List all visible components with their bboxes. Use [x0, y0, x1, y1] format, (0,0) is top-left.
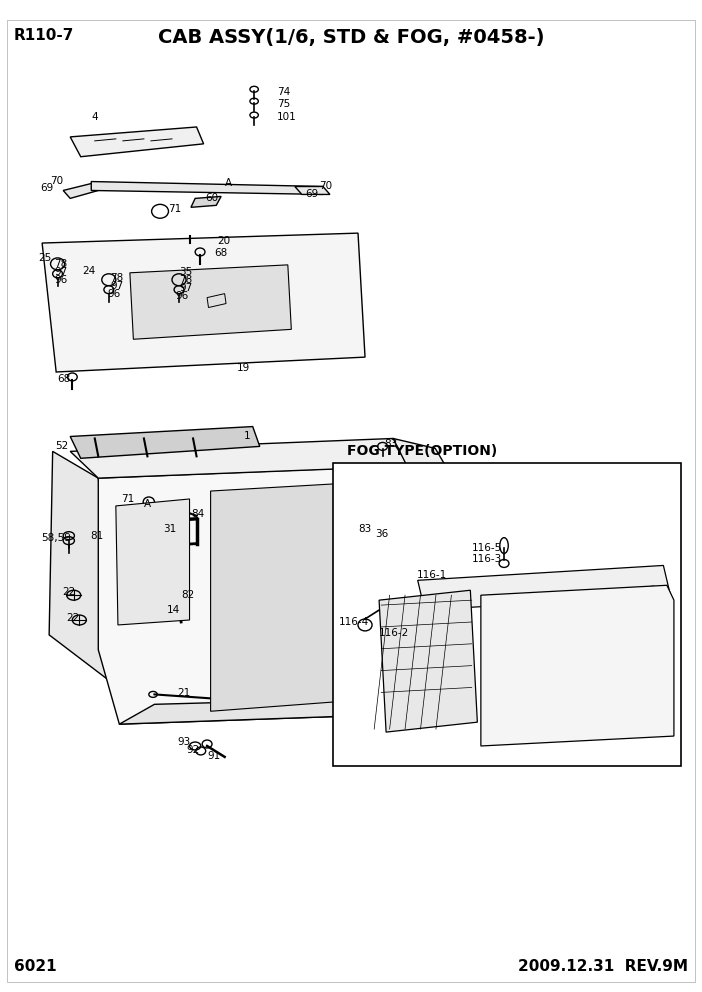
- Text: 91: 91: [207, 751, 220, 761]
- Text: 70: 70: [51, 176, 64, 186]
- Text: 24: 24: [82, 266, 95, 276]
- Text: 71: 71: [168, 204, 182, 214]
- Text: CAB ASSY(1/6, STD & FOG, #0458-): CAB ASSY(1/6, STD & FOG, #0458-): [158, 28, 544, 47]
- Text: 83: 83: [385, 439, 398, 449]
- Polygon shape: [98, 466, 400, 724]
- Text: 31: 31: [164, 524, 177, 534]
- Text: A: A: [225, 178, 232, 187]
- Polygon shape: [42, 233, 365, 372]
- Text: 19: 19: [237, 363, 251, 373]
- Text: 58,59: 58,59: [41, 533, 72, 543]
- Text: 92: 92: [186, 745, 199, 755]
- Text: FOG TYPE(OPTION): FOG TYPE(OPTION): [347, 444, 498, 458]
- Text: 36: 36: [376, 529, 389, 539]
- Text: 4: 4: [91, 112, 98, 122]
- Polygon shape: [191, 196, 221, 207]
- Polygon shape: [130, 265, 291, 339]
- Text: 78: 78: [179, 275, 192, 285]
- Text: 22: 22: [62, 587, 75, 597]
- Text: 97: 97: [54, 267, 67, 277]
- Text: 68: 68: [58, 374, 71, 384]
- Text: 116-4: 116-4: [339, 617, 369, 627]
- Polygon shape: [404, 476, 439, 635]
- Text: 84: 84: [192, 509, 205, 519]
- Text: 96: 96: [107, 289, 121, 299]
- Text: 70: 70: [319, 182, 333, 191]
- Polygon shape: [70, 438, 407, 478]
- Text: 2009.12.31  REV.9M: 2009.12.31 REV.9M: [518, 959, 688, 974]
- Text: 71: 71: [121, 494, 134, 504]
- Text: 97: 97: [179, 283, 192, 293]
- Text: 116-1: 116-1: [417, 570, 447, 580]
- Text: 21: 21: [177, 688, 190, 698]
- Polygon shape: [70, 427, 260, 458]
- Text: 78: 78: [54, 259, 67, 269]
- Polygon shape: [119, 696, 446, 724]
- Text: 69: 69: [305, 189, 319, 199]
- Text: 1: 1: [244, 432, 251, 441]
- Text: R110-7: R110-7: [14, 28, 74, 43]
- Text: 14: 14: [167, 605, 180, 615]
- Text: 52: 52: [55, 441, 68, 451]
- Text: 116-2: 116-2: [379, 628, 409, 638]
- Text: 69: 69: [40, 184, 53, 193]
- Text: 96: 96: [54, 275, 67, 285]
- Text: A: A: [144, 499, 151, 509]
- Text: 22: 22: [67, 613, 80, 623]
- Text: 25: 25: [39, 253, 52, 263]
- Text: 101: 101: [277, 112, 297, 122]
- Text: 6021: 6021: [14, 959, 57, 974]
- Text: 93: 93: [178, 737, 191, 747]
- Polygon shape: [379, 590, 477, 732]
- Text: 81: 81: [90, 531, 103, 541]
- Polygon shape: [49, 451, 154, 704]
- Text: 83: 83: [358, 524, 371, 534]
- Text: 82: 82: [181, 590, 194, 600]
- Polygon shape: [63, 184, 98, 198]
- Polygon shape: [116, 499, 190, 625]
- Text: 68: 68: [214, 248, 227, 258]
- Polygon shape: [211, 482, 369, 711]
- Text: 97: 97: [110, 281, 124, 291]
- Polygon shape: [91, 182, 323, 194]
- Text: 78: 78: [110, 273, 124, 283]
- Text: 116-3: 116-3: [472, 555, 502, 564]
- Text: 20: 20: [218, 236, 231, 246]
- Polygon shape: [393, 438, 446, 714]
- Text: 116-5: 116-5: [472, 543, 502, 553]
- Bar: [333, 463, 681, 766]
- Text: 60: 60: [205, 193, 218, 203]
- Text: 35: 35: [179, 267, 192, 277]
- Polygon shape: [295, 186, 330, 194]
- Text: 74: 74: [277, 87, 291, 97]
- Text: 96: 96: [176, 291, 189, 301]
- Polygon shape: [418, 565, 670, 610]
- Text: 75: 75: [277, 99, 291, 109]
- Polygon shape: [70, 127, 204, 157]
- Polygon shape: [481, 585, 674, 746]
